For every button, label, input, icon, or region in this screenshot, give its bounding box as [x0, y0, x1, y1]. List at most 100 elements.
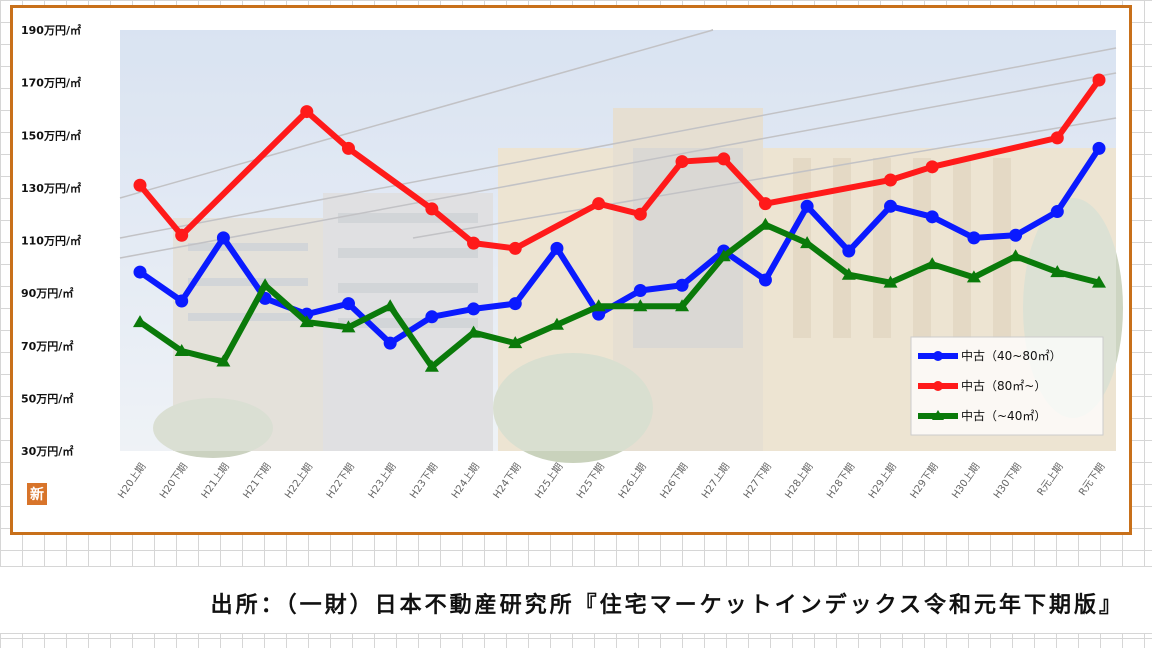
data-point — [383, 336, 397, 350]
x-tick-label: R元下期 — [1076, 461, 1107, 498]
x-tick-label: H21下期 — [241, 461, 274, 501]
x-tick-label: H25上期 — [532, 461, 565, 501]
data-point — [299, 315, 314, 328]
data-point — [1009, 228, 1023, 242]
data-point — [925, 257, 940, 270]
x-tick-label: H25下期 — [574, 461, 607, 501]
data-point — [842, 244, 856, 258]
data-point — [591, 299, 606, 312]
data-point — [467, 236, 481, 250]
data-point — [1092, 141, 1106, 155]
data-point — [967, 231, 981, 245]
data-point — [425, 202, 439, 216]
series-2 — [133, 217, 1106, 372]
data-point — [717, 152, 731, 166]
x-tick-label: H26上期 — [616, 461, 649, 501]
legend-label: 中古（~40㎡） — [961, 408, 1046, 423]
x-tick-label: H23上期 — [366, 461, 399, 501]
data-point — [884, 199, 898, 213]
data-point — [633, 299, 648, 312]
series-1 — [133, 73, 1106, 255]
data-point — [758, 217, 773, 230]
data-point — [216, 231, 230, 245]
x-tick-label: H20下期 — [157, 461, 190, 501]
data-point — [716, 249, 731, 262]
data-point — [216, 354, 231, 367]
y-tick-label: 50万円/㎡ — [21, 391, 73, 405]
data-point — [425, 310, 439, 324]
y-tick-label: 190万円/㎡ — [21, 23, 81, 37]
x-tick-label: H22上期 — [282, 461, 315, 501]
data-point — [800, 236, 815, 249]
x-axis-ticks: H20上期 H20下期 H21上期 H21下期 H22上期 H22下期 H23上期 H23下期… — [116, 461, 1108, 501]
x-tick-label: H24下期 — [491, 461, 524, 501]
legend-label: 中古（40~80㎡） — [961, 348, 1062, 363]
data-point — [133, 178, 147, 192]
legend: 中古（40~80㎡） 中古（80㎡~） 中古（~40㎡） — [910, 336, 1104, 436]
x-tick-label: H26下期 — [658, 461, 691, 501]
y-tick-label: 70万円/㎡ — [21, 339, 73, 353]
data-point — [133, 265, 147, 279]
data-point — [925, 210, 939, 224]
data-point — [966, 270, 981, 283]
x-tick-label: H21上期 — [199, 461, 232, 501]
data-point — [758, 273, 772, 287]
data-point — [884, 173, 898, 187]
data-point — [1092, 275, 1106, 288]
series-line — [137, 78, 1102, 252]
data-point — [883, 275, 898, 288]
y-tick-label: 130万円/㎡ — [21, 181, 81, 195]
legend-item-green: 中古（~40㎡） — [918, 408, 1046, 423]
data-point — [1050, 205, 1064, 219]
x-tick-label: H28下期 — [824, 461, 857, 501]
logo-text: 新 — [30, 486, 44, 503]
data-point — [633, 207, 647, 221]
data-point — [925, 160, 939, 174]
data-point — [800, 199, 814, 213]
data-point — [466, 325, 481, 338]
legend-item-red: 中古（80㎡~） — [918, 378, 1046, 393]
data-point — [383, 299, 398, 312]
series-0 — [133, 141, 1106, 350]
x-tick-label: H29上期 — [866, 461, 899, 501]
series-line — [138, 146, 1102, 347]
x-tick-label: R元上期 — [1035, 461, 1066, 498]
data-point — [175, 228, 189, 242]
data-point — [300, 105, 314, 119]
chart-frame: 30万円/㎡ 50万円/㎡ 70万円/㎡ 90万円/㎡ 110万円/㎡ 130万円/㎡ 15… — [10, 5, 1132, 535]
data-point — [508, 336, 523, 349]
company-logo: 新 — [27, 483, 47, 505]
legend-label: 中古（80㎡~） — [961, 378, 1046, 393]
series-line — [138, 221, 1100, 370]
x-tick-label: H23下期 — [407, 461, 440, 501]
data-point — [758, 197, 772, 211]
data-point — [675, 155, 689, 169]
data-point — [841, 267, 856, 280]
x-tick-label: H30下期 — [991, 461, 1024, 501]
data-point — [258, 278, 273, 291]
y-tick-label: 90万円/㎡ — [21, 286, 73, 300]
data-point — [508, 241, 522, 255]
x-tick-label: H28上期 — [783, 461, 816, 501]
x-tick-label: H24上期 — [449, 461, 482, 501]
data-point — [675, 299, 690, 312]
y-tick-label: 110万円/㎡ — [21, 234, 81, 248]
data-point — [508, 297, 522, 311]
data-point — [592, 197, 606, 211]
data-point — [549, 317, 564, 330]
data-point — [341, 297, 355, 311]
data-point — [1092, 73, 1106, 87]
series-layer — [133, 73, 1106, 372]
x-tick-label: H30上期 — [949, 461, 982, 501]
legend-item-blue: 中古（40~80㎡） — [918, 348, 1062, 363]
data-point — [675, 278, 689, 292]
data-point — [133, 315, 147, 328]
x-tick-label: H29下期 — [908, 461, 941, 501]
source-band: 出所：（一財）日本不動産研究所『住宅マーケットインデックス令和元年下期版』 — [0, 566, 1152, 634]
x-tick-label: H27上期 — [699, 461, 732, 501]
x-tick-label: H27下期 — [741, 461, 774, 501]
data-point — [174, 344, 189, 357]
y-tick-label: 30万円/㎡ — [21, 444, 73, 458]
data-point — [175, 294, 189, 308]
data-point — [1050, 265, 1065, 278]
